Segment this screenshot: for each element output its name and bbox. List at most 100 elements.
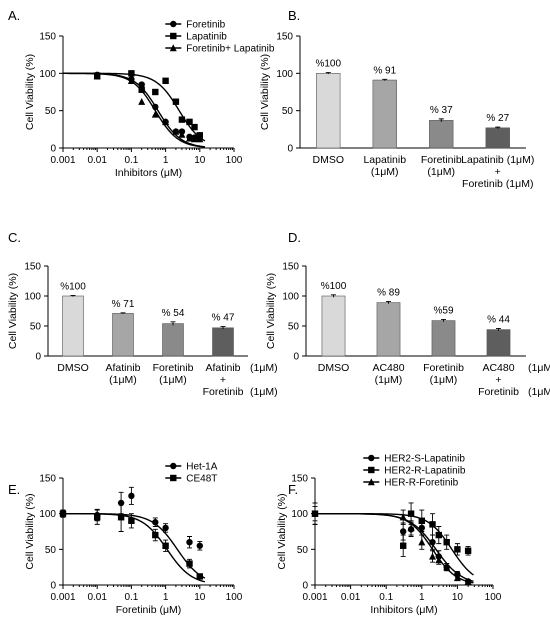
- bar-3: [485, 127, 510, 149]
- bar-value-label-3-2: %59: [433, 305, 453, 316]
- error-bar: [441, 318, 446, 322]
- data-point-square: [196, 573, 203, 580]
- data-point-triangle: [464, 577, 472, 585]
- y-tick-label-1-1: 50: [282, 106, 294, 117]
- bar-1: [112, 313, 134, 357]
- y-tick-label-0-3: 150: [39, 32, 56, 43]
- category-label-2-0-0: DMSO: [57, 362, 89, 374]
- data-point-triangle: [407, 524, 415, 532]
- x-tick-label-5-0: 0.001: [302, 592, 327, 603]
- category-label-3-2-0: Foretinib: [423, 362, 464, 374]
- bar-value-label-1-0: %100: [315, 59, 341, 70]
- fit-curve-triangle: [315, 512, 474, 584]
- y-axis-label-4: Cell Viability (%): [24, 493, 36, 569]
- category-label-2-1-0: Afatinib: [105, 362, 140, 374]
- data-point-triangle: [443, 563, 451, 571]
- data-point-square: [435, 531, 442, 539]
- y-tick-label-2-3: 150: [24, 262, 41, 273]
- side-label-2-1: (1μM): [250, 386, 278, 398]
- x-tick-label-0-5: 100: [226, 155, 243, 166]
- data-point-triangle: [127, 77, 135, 84]
- x-tick-label-4-5: 100: [226, 592, 243, 603]
- category-label-3-1-1: (1μM): [375, 374, 403, 386]
- y-tick-label-3-0: 0: [293, 352, 299, 363]
- data-point-square: [162, 77, 169, 84]
- data-point-triangle: [172, 127, 180, 135]
- y-axis-label-5: Cell Viability (%): [276, 493, 288, 569]
- data-point-square: [407, 510, 415, 517]
- category-label-3-3-0: AC480: [482, 362, 514, 374]
- x-tick-label-5-5: 100: [485, 592, 502, 603]
- category-label-3-3-1: +: [495, 374, 501, 386]
- error-bar: [170, 321, 176, 326]
- x-tick-label-0-2: 0.1: [124, 155, 138, 166]
- legend-marker-square: [368, 466, 375, 474]
- legend-label-0-2: Foretinib+ Lapatinib: [186, 44, 275, 55]
- data-point-square: [429, 521, 436, 528]
- x-tick-label-5-3: 1: [419, 592, 425, 603]
- y-tick-label-3-2: 100: [282, 292, 299, 303]
- y-tick-label-2-2: 100: [24, 292, 41, 303]
- x-tick-label-0-0: 0.001: [50, 155, 75, 166]
- x-tick-label-5-2: 0.1: [379, 592, 393, 603]
- legend-label-5-2: HER-R-Foretinib: [384, 478, 458, 489]
- legend-marker-circle: [170, 462, 177, 470]
- data-point-triangle: [311, 509, 319, 517]
- x-tick-label-4-4: 10: [194, 592, 206, 603]
- data-point-triangle: [191, 135, 199, 143]
- data-point-square: [443, 539, 450, 546]
- x-tick-label-4-0: 0.001: [50, 592, 75, 603]
- data-point-square: [399, 542, 407, 549]
- y-tick-label-0-0: 0: [50, 144, 56, 155]
- data-point-circle: [429, 539, 436, 546]
- y-tick-label-5-1: 50: [297, 545, 309, 556]
- x-tick-label-4-2: 0.1: [124, 592, 138, 603]
- y-tick-label-0-1: 50: [45, 106, 57, 117]
- bar-value-label-1-3: % 27: [486, 113, 509, 124]
- data-point-triangle: [196, 135, 204, 143]
- category-label-2-3-1: +: [220, 374, 226, 386]
- legend-marker-triangle: [367, 478, 375, 486]
- side-label-3-0: (1μM): [528, 362, 550, 374]
- data-point-triangle: [151, 110, 159, 118]
- legend-label-4-1: CE48T: [186, 474, 217, 485]
- error-bar: [386, 300, 391, 304]
- data-point-circle: [152, 519, 159, 526]
- error-bar: [382, 78, 388, 81]
- data-point-triangle: [138, 98, 146, 105]
- bar-value-label-3-1: % 89: [377, 287, 400, 298]
- y-tick-label-4-3: 150: [39, 474, 56, 485]
- category-label-3-2-1: (1μM): [430, 374, 458, 386]
- y-tick-label-4-1: 50: [45, 545, 57, 556]
- bar-2: [162, 323, 184, 357]
- error-bar: [120, 312, 126, 314]
- bar-3: [486, 329, 511, 357]
- y-axis-label-1: Cell Viability (%): [259, 54, 271, 130]
- category-label-1-1-1: (1μM): [371, 166, 399, 178]
- category-label-1-0-0: DMSO: [313, 154, 345, 166]
- data-point-triangle: [93, 72, 101, 80]
- data-point-square: [128, 70, 135, 77]
- data-point-circle: [186, 539, 193, 546]
- x-tick-label-5-1: 0.01: [341, 592, 361, 603]
- category-label-1-1-0: Lapatinib: [363, 154, 406, 166]
- data-point-square: [191, 123, 198, 131]
- legend-marker-circle: [170, 20, 177, 28]
- bar-value-label-1-1: % 91: [373, 65, 396, 76]
- category-label-1-3-1: +: [495, 166, 501, 178]
- y-tick-label-5-3: 150: [291, 474, 308, 485]
- data-point-triangle: [186, 134, 194, 142]
- error-bar: [438, 118, 444, 122]
- bar-value-label-2-0: %100: [60, 281, 86, 292]
- panel-label-2: C.: [8, 230, 21, 245]
- legend-label-5-0: HER2-S-Lapatinib: [384, 454, 465, 465]
- data-point-circle: [152, 103, 159, 111]
- data-point-triangle: [418, 538, 426, 546]
- bar-1: [372, 79, 397, 149]
- data-point-circle: [128, 492, 135, 500]
- bar-value-label-3-0: %100: [321, 281, 347, 292]
- x-tick-label-4-1: 0.01: [87, 592, 107, 603]
- y-tick-label-4-0: 0: [50, 581, 56, 592]
- bar-0: [62, 295, 84, 357]
